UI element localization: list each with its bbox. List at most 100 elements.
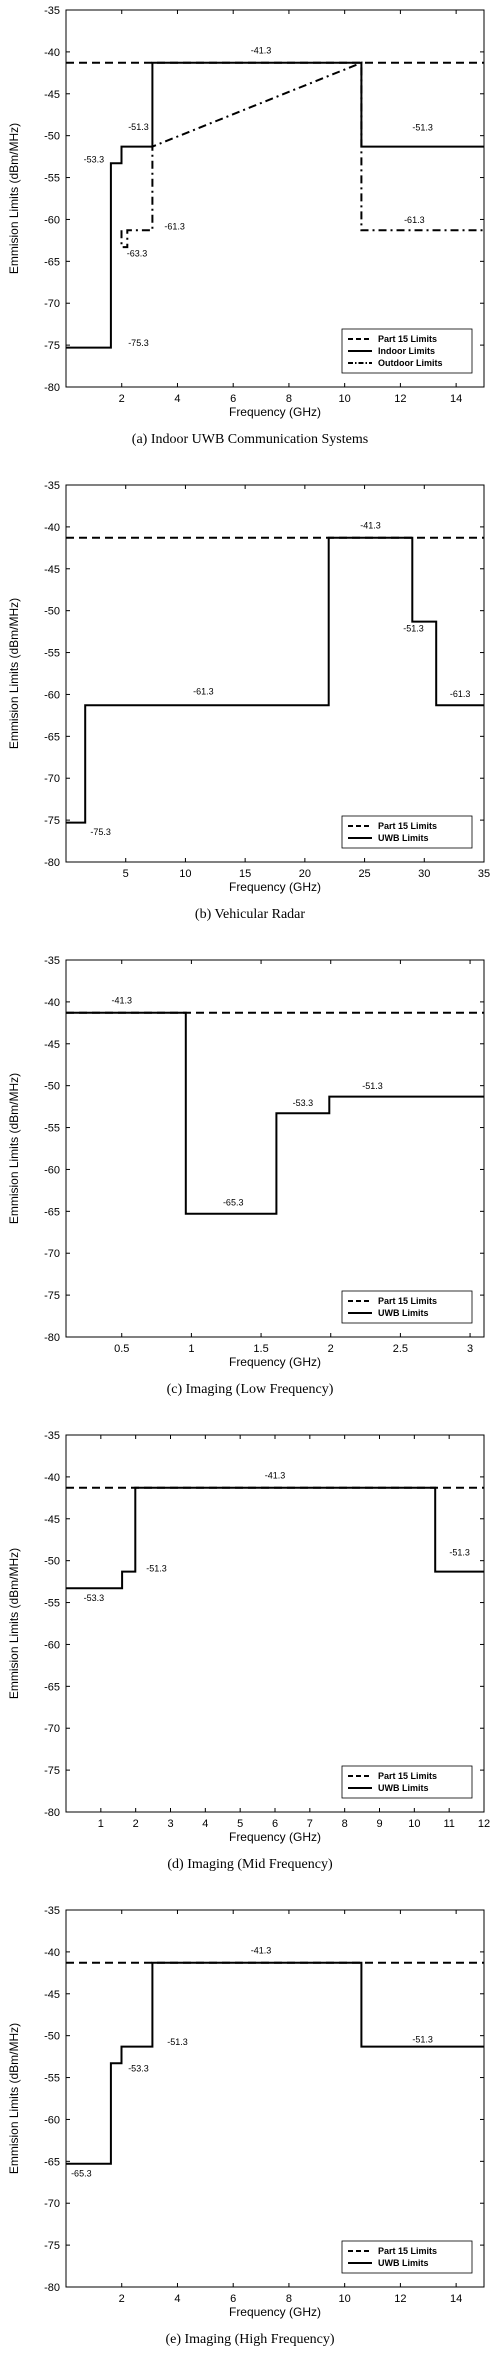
y-tick-label: -50	[44, 2031, 60, 2043]
x-tick-label: 4	[174, 2293, 180, 2305]
legend-label: UWB Limits	[378, 1308, 429, 1318]
y-tick-label: -60	[44, 1164, 60, 1176]
y-tick-label: -70	[44, 298, 60, 310]
figure-caption: (a) Indoor UWB Communication Systems	[131, 432, 369, 447]
plot-frame	[65, 484, 485, 863]
y-tick-label: -50	[44, 1556, 60, 1568]
y-tick-label: -40	[44, 997, 60, 1009]
y-tick-label: -35	[44, 5, 60, 17]
y-tick-label: -65	[44, 731, 60, 743]
legend-label: Part 15 Limits	[378, 821, 437, 831]
y-tick-label: -35	[44, 480, 60, 492]
value-annotation: -41.3	[251, 46, 272, 56]
legend-box	[341, 2240, 473, 2274]
series-line	[66, 536, 484, 824]
value-annotation: -65.3	[71, 2168, 92, 2178]
value-annotation: -41.3	[111, 996, 132, 1006]
x-tick-label: 1.5	[253, 1343, 268, 1355]
y-tick-label: -40	[44, 522, 60, 534]
plot-frame	[65, 1434, 485, 1813]
y-tick-label: -45	[44, 1039, 60, 1051]
y-tick-label: -65	[44, 1681, 60, 1693]
x-tick-label: 10	[179, 868, 191, 880]
y-tick-label: -40	[44, 1472, 60, 1484]
y-tick-label: -40	[44, 1947, 60, 1959]
chart-panel: -35 -40 -45 -50 -55 -60 -65 -70 -75 -80 0.5 1 1.5 2 2.…	[0, 950, 500, 1420]
y-tick-label: -65	[44, 256, 60, 268]
value-annotation: -53.3	[128, 2064, 149, 2074]
x-tick-label: 9	[376, 1818, 382, 1830]
x-tick-label: 25	[358, 868, 370, 880]
legend-box	[341, 1290, 473, 1324]
y-tick-label: -70	[44, 2198, 60, 2210]
series-line	[66, 1486, 484, 1590]
x-tick-label: 1	[188, 1343, 194, 1355]
legend-label: Indoor Limits	[378, 346, 435, 356]
x-tick-label: 6	[272, 1818, 278, 1830]
legend-label: Part 15 Limits	[378, 2246, 437, 2256]
y-axis-label: Emmision Limits (dBm/MHz)	[7, 2023, 21, 2174]
value-annotation: -53.3	[84, 1593, 105, 1603]
y-tick-label: -60	[44, 1639, 60, 1651]
x-tick-label: 3	[467, 1343, 473, 1355]
legend-label: UWB Limits	[378, 2258, 429, 2268]
x-axis-label: Frequency (GHz)	[229, 405, 321, 419]
x-tick-label: 1	[98, 1818, 104, 1830]
value-annotation: -51.3	[128, 122, 149, 132]
y-axis-label: Emmision Limits (dBm/MHz)	[7, 1548, 21, 1699]
series-line	[120, 61, 484, 249]
chart-svg: -35 -40 -45 -50 -55 -60 -65 -70 -75 -80 2 4 6 8 10 12 14…	[7, 1905, 485, 2319]
y-tick-label: -80	[44, 857, 60, 869]
x-tick-label: 4	[202, 1818, 208, 1830]
legend-label: UWB Limits	[378, 1783, 429, 1793]
x-tick-label: 10	[339, 393, 351, 405]
chart-svg: -35-40-45-50-55-60-65-70-75-801 2 3 4 5 6 7 8 9 1…	[7, 1430, 490, 1844]
y-tick-label: -65	[44, 1206, 60, 1218]
x-axis-label: Frequency (GHz)	[229, 1355, 321, 1369]
x-tick-label: 30	[418, 868, 430, 880]
legend-label: Part 15 Limits	[378, 334, 437, 344]
y-tick-label: -70	[44, 773, 60, 785]
y-tick-label: -50	[44, 606, 60, 618]
value-annotation: -51.3	[167, 2037, 188, 2047]
chart-svg: -35 -40 -45 -50 -55 -60 -65 -70 -75 -80 5 10 15 20 25 3…	[7, 480, 490, 894]
y-tick-label: -50	[44, 131, 60, 143]
x-tick-label: 2	[119, 393, 125, 405]
x-tick-label: 7	[307, 1818, 313, 1830]
y-axis-label: Emmision Limits (dBm/MHz)	[7, 598, 21, 749]
value-annotation: -53.3	[84, 154, 105, 164]
x-tick-label: 2	[328, 1343, 334, 1355]
y-tick-label: -35	[44, 1430, 60, 1442]
value-annotation: -51.3	[449, 1548, 470, 1558]
legend-label: Part 15 Limits	[378, 1296, 437, 1306]
x-tick-label: 8	[286, 393, 292, 405]
x-tick-label: 3	[167, 1818, 173, 1830]
x-tick-label: 15	[239, 868, 251, 880]
y-tick-label: -55	[44, 173, 60, 185]
y-tick-label: -80	[44, 1332, 60, 1344]
value-annotation: -65.3	[223, 1197, 244, 1207]
value-annotation: -41.3	[360, 521, 381, 531]
chart-panel: -35 -40 -45 -50 -55 -60 -65 -70 -75 -80 1 2 3 4 5 6 7 8 9 1…	[0, 1425, 500, 1895]
y-tick-label: -70	[44, 1248, 60, 1260]
y-tick-label: -60	[44, 689, 60, 701]
x-tick-label: 12	[394, 393, 406, 405]
value-annotation: -61.3	[404, 215, 425, 225]
legend-box	[341, 1765, 473, 1799]
chart-svg: -35 -40 -45 -50 -55 -60 -65 -70 -75 -80 0.5 1 1.5 2 2.…	[7, 955, 485, 1369]
value-annotation: -61.3	[164, 221, 185, 231]
figure-caption: (e) Imaging (High Frequency)	[165, 2332, 335, 2347]
x-tick-label: 8	[342, 1818, 348, 1830]
x-tick-label: 14	[450, 393, 462, 405]
y-tick-label: -45	[44, 1989, 60, 2001]
y-tick-label: -45	[44, 89, 60, 101]
y-tick-label: -40	[44, 47, 60, 59]
value-annotation: -51.3	[362, 1081, 383, 1091]
x-tick-label: 5	[237, 1818, 243, 1830]
value-annotation: -63.3	[127, 248, 148, 258]
y-tick-label: -55	[44, 2073, 60, 2085]
y-tick-label: -50	[44, 1081, 60, 1093]
chart-svg: -35 -40 -45 -50 -55 -60 -65 -70 -75 -80 2 4 6 8 10 12 14…	[7, 5, 485, 419]
x-tick-label: 14	[450, 2293, 462, 2305]
figure-caption: (d) Imaging (Mid Frequency)	[167, 1857, 333, 1872]
